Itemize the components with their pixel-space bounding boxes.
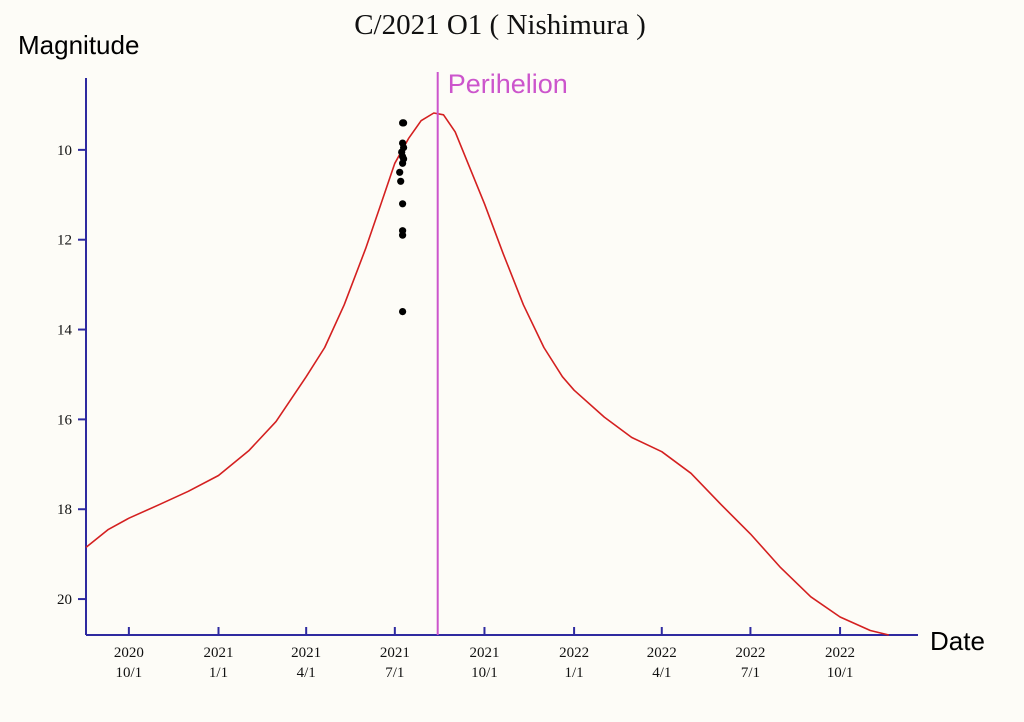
observation-point (396, 168, 404, 176)
x-tick-label: 10/1 (827, 665, 854, 681)
x-tick-label: 2021 (380, 645, 410, 661)
x-tick-label: 2021 (203, 645, 233, 661)
x-tick-label: 10/1 (116, 665, 143, 681)
x-tick-label: 7/1 (741, 665, 760, 681)
observation-point (399, 308, 407, 316)
observation-point (397, 177, 405, 185)
perihelion-label: Perihelion (448, 69, 568, 99)
x-tick-label: 2022 (825, 645, 855, 661)
y-tick-label: 18 (57, 502, 72, 518)
y-tick-label: 16 (57, 412, 73, 428)
x-tick-label: 4/1 (297, 665, 316, 681)
x-tick-label: 2021 (469, 645, 499, 661)
x-tick-label: 2022 (559, 645, 589, 661)
predicted-magnitude-curve (85, 112, 889, 636)
y-tick-label: 20 (57, 592, 72, 608)
y-tick-label: 10 (57, 143, 72, 159)
x-tick-label: 2020 (114, 645, 144, 661)
x-tick-label: 2022 (735, 645, 765, 661)
plot-area: 101214161820202010/120211/120214/120217/… (57, 72, 918, 681)
x-tick-label: 2021 (291, 645, 321, 661)
chart-title: C/2021 O1 ( Nishimura ) (354, 9, 646, 41)
x-tick-label: 1/1 (209, 665, 228, 681)
y-tick-label: 12 (57, 233, 72, 249)
observation-point (400, 119, 408, 127)
x-tick-label: 1/1 (565, 665, 584, 681)
y-tick-label: 14 (57, 323, 73, 339)
y-axis-title: Magnitude (18, 30, 139, 60)
x-tick-label: 4/1 (652, 665, 671, 681)
observation-point (399, 231, 407, 239)
x-axis-title: Date (930, 626, 985, 656)
observation-point (399, 200, 407, 208)
x-tick-label: 7/1 (385, 665, 404, 681)
x-tick-label: 2022 (647, 645, 677, 661)
observation-point (399, 159, 407, 167)
x-tick-label: 10/1 (471, 665, 498, 681)
